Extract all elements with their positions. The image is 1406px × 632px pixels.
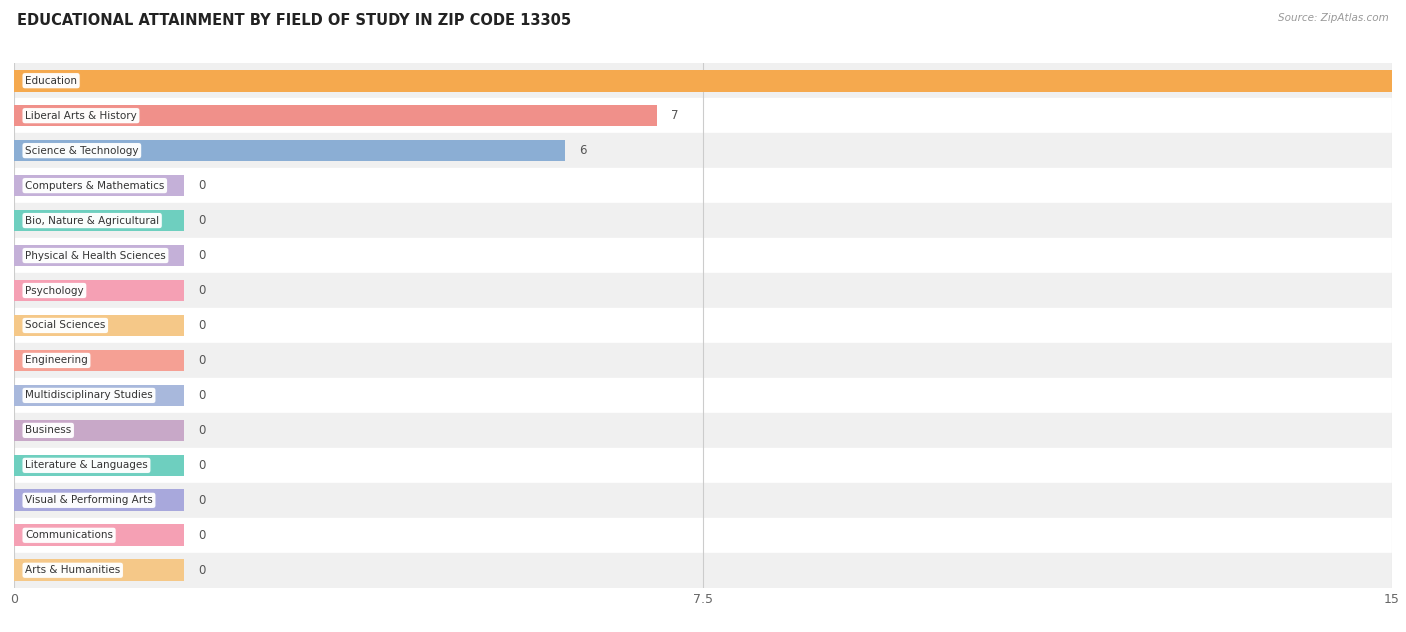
Text: Multidisciplinary Studies: Multidisciplinary Studies xyxy=(25,391,153,401)
Bar xyxy=(14,413,1392,448)
Bar xyxy=(14,420,184,441)
Bar xyxy=(14,454,184,476)
Bar xyxy=(14,378,1392,413)
Bar xyxy=(14,518,1392,553)
Text: Bio, Nature & Agricultural: Bio, Nature & Agricultural xyxy=(25,216,159,226)
Text: 0: 0 xyxy=(198,179,205,192)
Text: Literature & Languages: Literature & Languages xyxy=(25,460,148,470)
Text: EDUCATIONAL ATTAINMENT BY FIELD OF STUDY IN ZIP CODE 13305: EDUCATIONAL ATTAINMENT BY FIELD OF STUDY… xyxy=(17,13,571,28)
Text: Engineering: Engineering xyxy=(25,355,87,365)
Text: Business: Business xyxy=(25,425,72,435)
Text: 0: 0 xyxy=(198,284,205,297)
Bar xyxy=(14,168,1392,203)
Bar xyxy=(14,203,1392,238)
Text: 0: 0 xyxy=(198,564,205,577)
Text: 0: 0 xyxy=(198,424,205,437)
Bar xyxy=(14,448,1392,483)
Bar xyxy=(14,105,657,126)
Bar xyxy=(14,133,1392,168)
Text: 0: 0 xyxy=(198,249,205,262)
Text: Education: Education xyxy=(25,76,77,86)
Bar xyxy=(14,490,184,511)
Bar xyxy=(14,210,184,231)
Bar xyxy=(14,273,1392,308)
Bar xyxy=(14,245,184,266)
Bar xyxy=(14,349,184,371)
Bar xyxy=(14,525,184,546)
Bar xyxy=(14,553,1392,588)
Text: 0: 0 xyxy=(198,214,205,227)
Bar xyxy=(14,385,184,406)
Bar xyxy=(14,98,1392,133)
Text: 0: 0 xyxy=(198,354,205,367)
Bar xyxy=(14,175,184,197)
Text: 0: 0 xyxy=(198,319,205,332)
Text: 0: 0 xyxy=(198,389,205,402)
Bar xyxy=(14,483,1392,518)
Text: Liberal Arts & History: Liberal Arts & History xyxy=(25,111,136,121)
Text: Source: ZipAtlas.com: Source: ZipAtlas.com xyxy=(1278,13,1389,23)
Text: Physical & Health Sciences: Physical & Health Sciences xyxy=(25,250,166,260)
Bar xyxy=(14,308,1392,343)
Text: 7: 7 xyxy=(671,109,678,122)
Text: Social Sciences: Social Sciences xyxy=(25,320,105,331)
Text: Science & Technology: Science & Technology xyxy=(25,145,139,155)
Text: 6: 6 xyxy=(579,144,586,157)
Bar xyxy=(14,559,184,581)
Text: Arts & Humanities: Arts & Humanities xyxy=(25,565,121,575)
Text: Communications: Communications xyxy=(25,530,112,540)
Text: Computers & Mathematics: Computers & Mathematics xyxy=(25,181,165,191)
Text: 0: 0 xyxy=(198,494,205,507)
Text: 0: 0 xyxy=(198,459,205,472)
Text: Psychology: Psychology xyxy=(25,286,84,296)
Bar xyxy=(14,140,565,161)
Bar xyxy=(14,63,1392,98)
Bar xyxy=(14,315,184,336)
Bar xyxy=(14,70,1392,92)
Text: 0: 0 xyxy=(198,529,205,542)
Bar xyxy=(14,280,184,301)
Bar xyxy=(14,238,1392,273)
Text: Visual & Performing Arts: Visual & Performing Arts xyxy=(25,495,153,506)
Bar xyxy=(14,343,1392,378)
